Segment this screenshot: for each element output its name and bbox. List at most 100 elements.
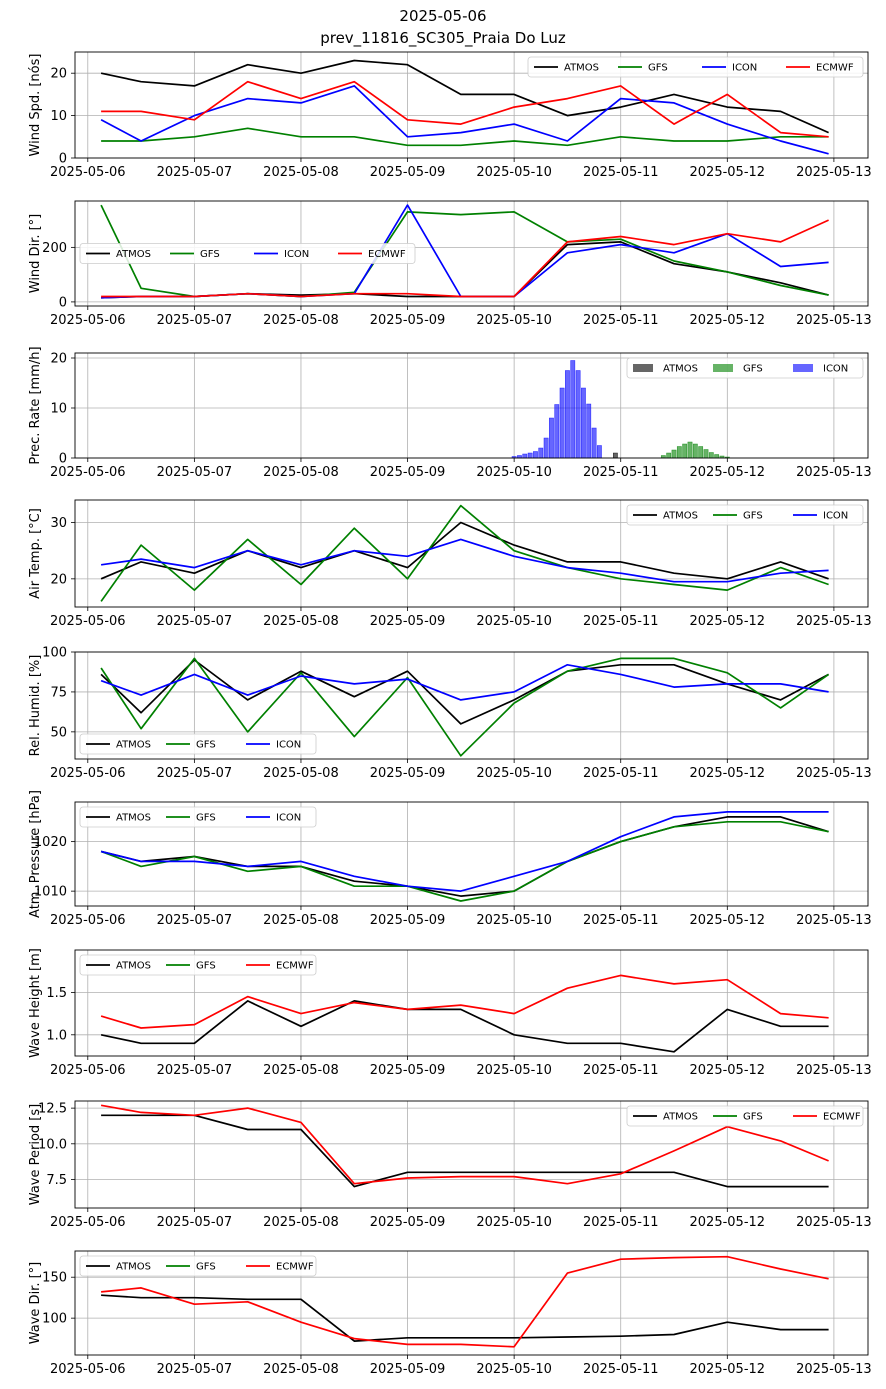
legend-label-icon: ICON bbox=[823, 364, 848, 375]
x-tick-label: 2025-05-10 bbox=[476, 165, 552, 180]
figure-title: 2025-05-06 bbox=[399, 7, 487, 25]
x-tick-label: 2025-05-06 bbox=[50, 1362, 126, 1377]
x-tick-label: 2025-05-06 bbox=[50, 313, 126, 328]
x-tick-label: 2025-05-08 bbox=[263, 614, 339, 629]
legend-label-icon: ICON bbox=[732, 63, 757, 74]
chart-panel-4: 2025-05-06 2025-05-07 2025-05-08 2025-05-09… bbox=[28, 499, 872, 629]
legend-swatch-icon bbox=[793, 364, 813, 372]
legend: ATMOS GFS ICON bbox=[79, 733, 317, 755]
legend-label-gfs: GFS bbox=[196, 961, 216, 972]
legend-label-ecmwf: ECMWF bbox=[276, 961, 314, 972]
legend-box bbox=[79, 954, 317, 976]
bar-icon bbox=[559, 387, 565, 459]
legend-label-gfs: GFS bbox=[648, 63, 668, 74]
bar-gfs bbox=[714, 454, 720, 459]
y-tick-label: 100 bbox=[42, 646, 67, 661]
legend-box bbox=[79, 1255, 317, 1277]
x-tick-label: 2025-05-13 bbox=[796, 1063, 872, 1078]
bar-icon bbox=[533, 451, 538, 459]
legend: ATMOS GFS ECMWF bbox=[626, 1105, 864, 1127]
x-tick-label: 2025-05-07 bbox=[157, 165, 233, 180]
legend-label-ecmwf: ECMWF bbox=[823, 1112, 861, 1123]
axes-frame bbox=[74, 651, 869, 760]
legend-swatch-gfs bbox=[713, 364, 733, 372]
legend-box bbox=[626, 504, 864, 526]
legend: ATMOS GFS ECMWF bbox=[79, 1255, 317, 1277]
legend-label-gfs: GFS bbox=[743, 364, 763, 375]
bar-icon bbox=[591, 427, 597, 459]
x-tick-label: 2025-05-12 bbox=[690, 1362, 766, 1377]
series-line-gfs bbox=[101, 127, 829, 147]
y-axis-label: Wind Dir. [°] bbox=[28, 214, 43, 294]
x-tick-label: 2025-05-09 bbox=[370, 313, 446, 328]
bar-icon bbox=[565, 370, 570, 459]
legend-label-atmos: ATMOS bbox=[564, 63, 599, 74]
x-tick-label: 2025-05-10 bbox=[476, 1362, 552, 1377]
x-tick-label: 2025-05-12 bbox=[690, 465, 766, 480]
legend: ATMOS GFS ICON ECMWF bbox=[79, 243, 416, 264]
x-tick-label: 2025-05-09 bbox=[370, 1063, 446, 1078]
series-line-icon bbox=[100, 663, 829, 701]
series-line-atmos bbox=[101, 1114, 829, 1188]
bar-icon bbox=[522, 453, 528, 459]
y-tick-label: 10.0 bbox=[38, 1137, 67, 1152]
x-tick-label: 2025-05-08 bbox=[263, 313, 339, 328]
legend-label-gfs: GFS bbox=[743, 511, 763, 522]
x-tick-label: 2025-05-11 bbox=[583, 1362, 659, 1377]
chart-panel-9: 2025-05-06 2025-05-07 2025-05-08 2025-05-09… bbox=[28, 1250, 872, 1377]
legend-box bbox=[626, 357, 864, 379]
series-line-atmos bbox=[100, 659, 829, 725]
y-tick-label: 0 bbox=[59, 295, 67, 310]
x-tick-label: 2025-05-06 bbox=[50, 165, 126, 180]
y-axis-label: Air Temp. [°C] bbox=[28, 508, 43, 599]
series-line-ecmwf bbox=[100, 974, 829, 1029]
legend-label-atmos: ATMOS bbox=[116, 961, 151, 972]
x-tick-label: 2025-05-12 bbox=[690, 913, 766, 928]
legend: ATMOS GFS ICON ECMWF bbox=[527, 56, 864, 78]
legend-label-ecmwf: ECMWF bbox=[368, 249, 406, 260]
legend-label-gfs: GFS bbox=[743, 1112, 763, 1123]
axes-frame bbox=[74, 200, 869, 307]
x-tick-label: 2025-05-06 bbox=[50, 465, 126, 480]
figure-subtitle: prev_11816_SC305_Praia Do Luz bbox=[320, 29, 566, 47]
x-tick-label: 2025-05-13 bbox=[796, 165, 872, 180]
x-tick-label: 2025-05-12 bbox=[690, 1063, 766, 1078]
bar-icon bbox=[554, 404, 560, 459]
series-line-ecmwf bbox=[101, 80, 829, 138]
x-tick-label: 2025-05-11 bbox=[583, 165, 659, 180]
x-tick-label: 2025-05-07 bbox=[157, 766, 233, 781]
y-tick-label: 50 bbox=[50, 725, 67, 740]
x-tick-label: 2025-05-06 bbox=[50, 614, 126, 629]
axes-frame bbox=[74, 801, 869, 907]
x-tick-label: 2025-05-12 bbox=[690, 614, 766, 629]
x-tick-label: 2025-05-08 bbox=[263, 1063, 339, 1078]
x-tick-label: 2025-05-06 bbox=[50, 766, 126, 781]
x-tick-label: 2025-05-07 bbox=[157, 1215, 233, 1230]
x-tick-label: 2025-05-13 bbox=[796, 313, 872, 328]
bar-icon bbox=[597, 445, 602, 459]
x-tick-label: 2025-05-08 bbox=[263, 465, 339, 480]
series-line-icon bbox=[100, 811, 829, 892]
x-tick-label: 2025-05-13 bbox=[796, 913, 872, 928]
x-tick-label: 2025-05-13 bbox=[796, 465, 872, 480]
x-tick-label: 2025-05-09 bbox=[370, 465, 446, 480]
y-tick-label: 20 bbox=[50, 572, 67, 587]
bar-icon bbox=[527, 452, 533, 459]
y-axis-label: Wind Spd. [nós] bbox=[28, 54, 43, 157]
x-tick-label: 2025-05-07 bbox=[157, 313, 233, 328]
series-line-atmos bbox=[100, 521, 829, 580]
legend-label-atmos: ATMOS bbox=[663, 1112, 698, 1123]
x-tick-label: 2025-05-10 bbox=[476, 465, 552, 480]
legend-label-atmos: ATMOS bbox=[663, 364, 698, 375]
legend-label-atmos: ATMOS bbox=[116, 249, 151, 260]
x-tick-label: 2025-05-10 bbox=[476, 1215, 552, 1230]
legend-label-atmos: ATMOS bbox=[116, 1262, 151, 1273]
x-tick-label: 2025-05-06 bbox=[50, 1063, 126, 1078]
series-line-gfs bbox=[100, 657, 830, 757]
x-tick-label: 2025-05-07 bbox=[157, 913, 233, 928]
y-tick-label: 7.5 bbox=[46, 1173, 67, 1188]
bar-gfs bbox=[666, 452, 672, 459]
legend: ATMOS GFS ICON bbox=[626, 504, 864, 526]
x-tick-label: 2025-05-06 bbox=[50, 913, 126, 928]
